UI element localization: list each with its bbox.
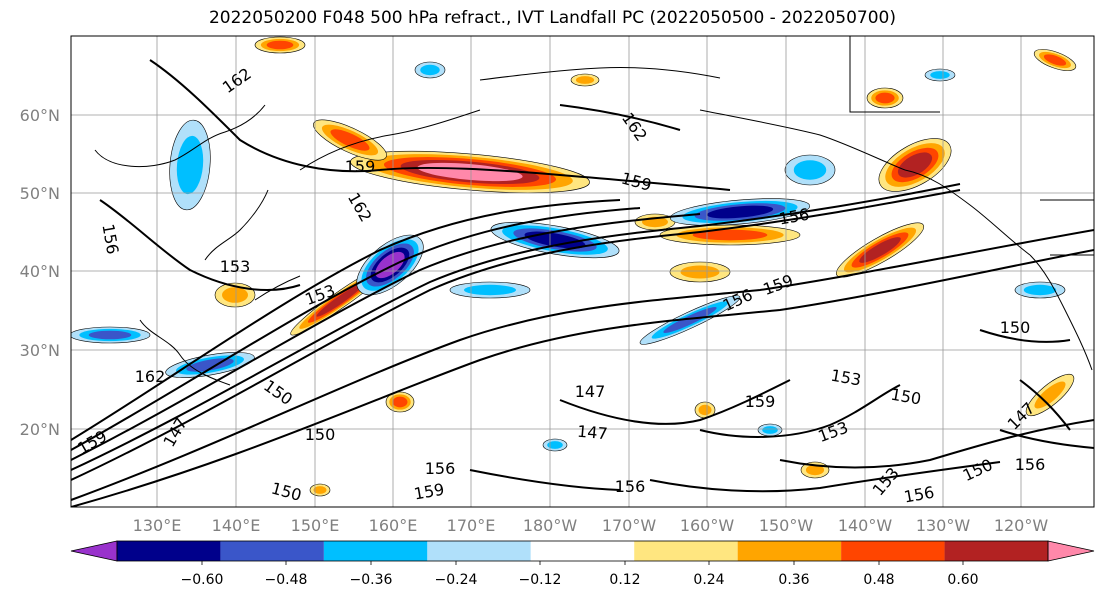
shaded-patch <box>875 92 895 104</box>
longitude-label: 160°W <box>680 516 735 535</box>
colorbar-tick-label: −0.60 <box>181 572 224 588</box>
colorbar-tick-label: 0.60 <box>947 572 978 588</box>
shaded-patch <box>316 283 364 317</box>
map-plot: 1621591621621591561561531531621501471471… <box>70 35 1095 508</box>
colorbar-tick-label: −0.48 <box>265 572 308 588</box>
shaded-patch <box>805 464 825 476</box>
latitude-label: 50°N <box>20 184 60 203</box>
shaded-patch <box>524 231 586 249</box>
colorbar-tick-label: 0.48 <box>863 572 894 588</box>
colorbar-tick-label: 0.36 <box>778 572 809 588</box>
contour-label: 159 <box>345 157 376 176</box>
shaded-patch <box>575 76 595 84</box>
longitude-label: 180°W <box>523 516 578 535</box>
longitude-label: 170°W <box>602 516 657 535</box>
colorbar-bin <box>634 541 738 561</box>
colorbar-arrow-low <box>70 540 118 562</box>
shaded-patch <box>698 404 712 416</box>
colorbar-bin <box>220 541 324 561</box>
contour-label: 147 <box>576 422 608 444</box>
shaded-patch <box>547 441 563 449</box>
latitude-labels: 60°N 50°N 40°N 30°N 20°N <box>20 106 60 439</box>
colorbar-bin <box>427 541 531 561</box>
shaded-patch <box>897 152 933 178</box>
graticule <box>71 36 1094 507</box>
shaded-patch <box>663 307 717 333</box>
coastlines <box>94 36 1094 386</box>
latitude-label: 40°N <box>20 262 60 281</box>
shaded-patch <box>222 287 248 303</box>
colorbar-tick-labels: −0.60 −0.48 −0.36 −0.24 −0.12 0.12 0.24 0.36 0.4… <box>181 561 979 588</box>
longitude-label: 150°W <box>759 516 814 535</box>
shaded-patch <box>88 330 132 340</box>
longitude-label: 170°E <box>447 516 496 535</box>
shaded-patch <box>420 64 440 76</box>
contour-label: 150 <box>305 425 336 444</box>
contour-label: 156 <box>1015 455 1046 474</box>
shaded-patch <box>266 40 294 50</box>
colorbar: −0.60 −0.48 −0.36 −0.24 −0.12 0.12 0.24 0.36 0.4… <box>70 540 1095 588</box>
longitude-label: 140°W <box>838 516 893 535</box>
shaded-patch <box>680 265 720 279</box>
longitude-label: 140°E <box>212 516 261 535</box>
colorbar-bin <box>944 541 1048 561</box>
latitude-label: 60°N <box>20 106 60 125</box>
shaded-patch <box>1023 284 1057 296</box>
colorbar-bins <box>70 540 1095 562</box>
colorbar-frame <box>116 540 1049 562</box>
shaded-patch <box>692 229 768 241</box>
shaded-patch <box>464 284 516 296</box>
contour-label: 156 <box>615 477 646 496</box>
longitude-label: 120°W <box>994 516 1049 535</box>
colorbar-arrow-high <box>1047 540 1095 562</box>
longitude-labels: 130°E 140°E 150°E 160°E 170°E 180°W 170°W 160°W… <box>133 516 1049 535</box>
colorbar-tick-label: 0.24 <box>693 572 724 588</box>
plot-frame <box>70 35 1095 508</box>
colorbar-tick-label: −0.24 <box>435 572 478 588</box>
shaded-patch <box>706 205 774 219</box>
contour-label: 162 <box>135 367 166 386</box>
colorbar-tick-label: −0.36 <box>350 572 393 588</box>
shaded-patch <box>930 71 950 79</box>
shaded-field <box>71 36 1077 497</box>
shaded-patch <box>1043 54 1067 66</box>
shaded-patch <box>793 160 827 180</box>
latitude-label: 20°N <box>20 420 60 439</box>
shaded-patch <box>859 237 901 263</box>
colorbar-bin <box>117 541 221 561</box>
colorbar-bin <box>737 541 842 561</box>
contour-label: 147 <box>575 382 606 401</box>
longitude-label: 160°E <box>369 516 418 535</box>
longitude-label: 130°W <box>916 516 971 535</box>
shaded-patch <box>762 426 778 434</box>
map-title: 2022050200 F048 500 hPa refract., IVT La… <box>208 8 896 28</box>
colorbar-bin <box>530 541 635 561</box>
contour-label: 159 <box>745 392 776 411</box>
contour-label: 153 <box>220 257 251 276</box>
contour-lines <box>71 59 1094 507</box>
colorbar-tick-label: 0.12 <box>609 572 640 588</box>
colorbar-tick-label: −0.12 <box>519 572 562 588</box>
longitude-label: 150°E <box>291 516 340 535</box>
shaded-patch <box>313 486 327 494</box>
plot-background <box>71 36 1094 507</box>
latitude-label: 30°N <box>20 341 60 360</box>
contour-label: 150 <box>1000 318 1031 337</box>
colorbar-bin <box>841 541 945 561</box>
shaded-patch <box>330 129 370 151</box>
shaded-patch <box>392 396 408 408</box>
colorbar-bin <box>323 541 428 561</box>
longitude-label: 130°E <box>133 516 182 535</box>
shaded-patch <box>176 135 204 195</box>
contour-label: 156 <box>425 459 456 478</box>
shaded-patch <box>1034 381 1066 409</box>
